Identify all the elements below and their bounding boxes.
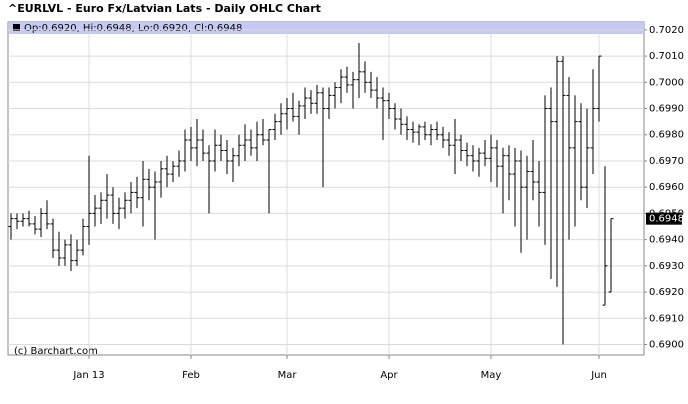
x-tick-label: May [481, 370, 502, 381]
x-tick-label: Apr [380, 370, 398, 381]
bars [8, 42, 614, 345]
x-tick-label: Jan 13 [72, 370, 104, 381]
y-tick-label: 0.6980 [649, 130, 684, 141]
last-price-box [646, 212, 682, 225]
y-tick-label: 0.7000 [649, 77, 684, 88]
y-tick-label: 0.6970 [649, 156, 684, 167]
legend-text: Op:0.6920, Hi:0.6948, Lo:0.6920, Cl:0.69… [24, 23, 242, 34]
watermark: (c) Barchart.com [14, 346, 98, 357]
y-tick-label: 0.6960 [649, 182, 684, 193]
legend-swatch [13, 24, 20, 31]
last-price-label: 0.6948 [649, 214, 684, 225]
x-tick-label: Jun [590, 370, 607, 381]
y-tick-label: 0.6940 [649, 235, 684, 246]
y-tick-label: 0.6990 [649, 104, 684, 115]
x-tick-label: Feb [182, 370, 200, 381]
chart-title: ^EURLVL - Euro Fx/Latvian Lats - Daily O… [8, 2, 321, 15]
plot-area [7, 21, 645, 356]
grid [8, 29, 647, 359]
legend-band [9, 22, 644, 34]
y-tick-label: 0.7010 [649, 51, 684, 62]
y-tick-label: 0.6920 [649, 287, 684, 298]
x-tick-label: Mar [278, 370, 298, 381]
y-tick-label: 0.7020 [649, 25, 684, 36]
y-tick-label: 0.6910 [649, 313, 684, 324]
y-tick-label: 0.6930 [649, 261, 684, 272]
y-tick-label: 0.6900 [649, 340, 684, 351]
